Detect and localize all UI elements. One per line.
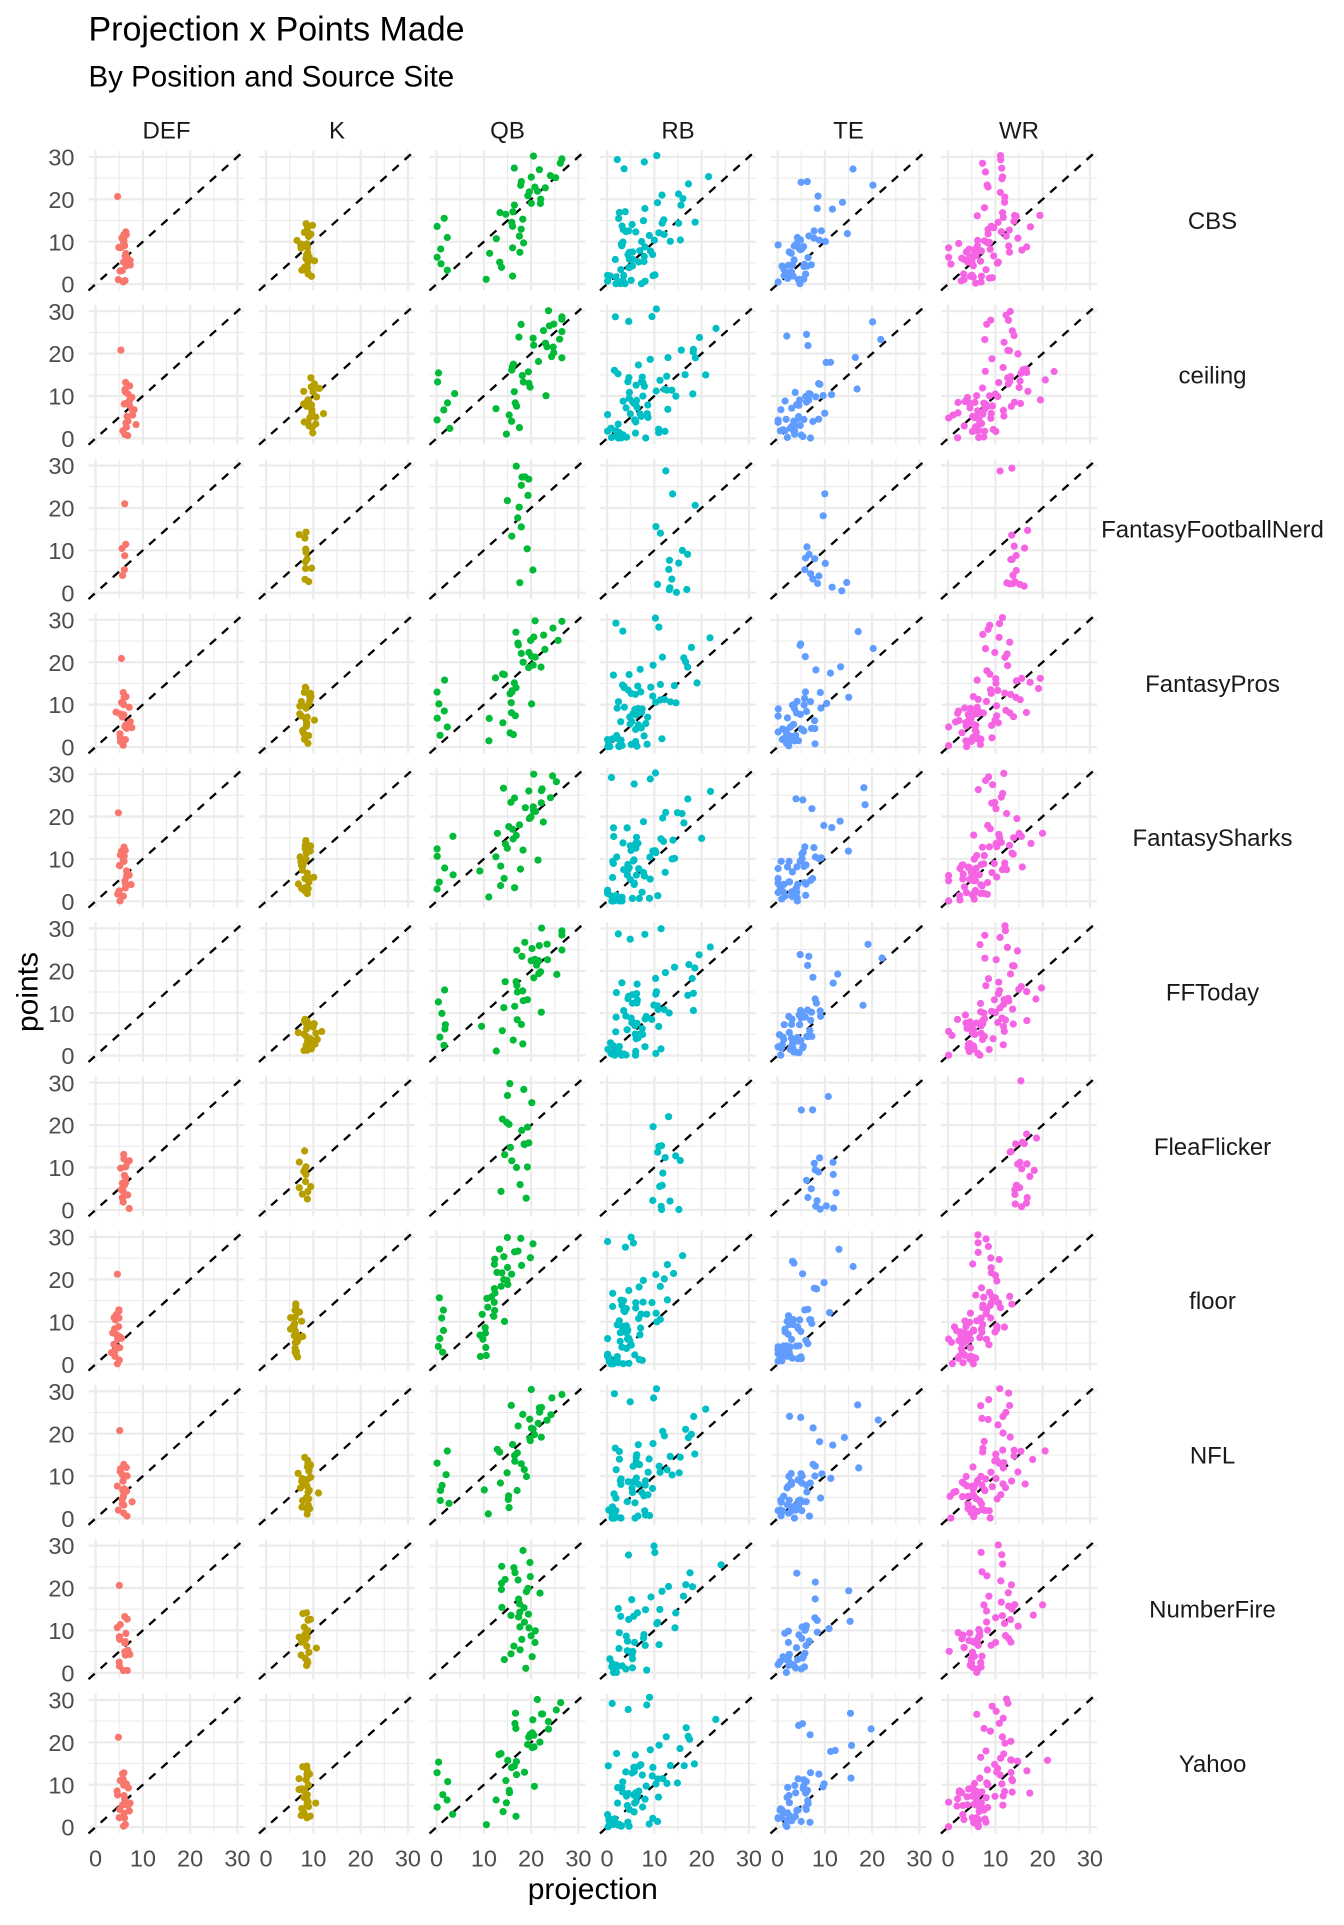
svg-text:30: 30 — [48, 1379, 74, 1405]
svg-text:10: 10 — [48, 1309, 74, 1335]
svg-text:0: 0 — [260, 1846, 273, 1872]
svg-text:QB: QB — [490, 118, 525, 145]
svg-text:0: 0 — [61, 1815, 74, 1841]
svg-text:FFToday: FFToday — [1166, 980, 1259, 1007]
svg-text:20: 20 — [48, 1421, 74, 1447]
svg-text:10: 10 — [471, 1846, 497, 1872]
svg-text:30: 30 — [565, 1846, 591, 1872]
svg-text:20: 20 — [48, 187, 74, 213]
svg-text:20: 20 — [48, 1113, 74, 1139]
svg-text:0: 0 — [601, 1846, 614, 1872]
svg-text:0: 0 — [61, 426, 74, 452]
svg-text:0: 0 — [430, 1846, 443, 1872]
svg-text:30: 30 — [48, 1225, 74, 1251]
svg-text:FantasyPros: FantasyPros — [1145, 671, 1280, 698]
svg-text:20: 20 — [48, 1576, 74, 1602]
svg-text:20: 20 — [1030, 1846, 1056, 1872]
svg-text:30: 30 — [48, 762, 74, 788]
svg-text:10: 10 — [48, 1155, 74, 1181]
svg-text:10: 10 — [48, 692, 74, 718]
svg-text:K: K — [329, 118, 345, 145]
svg-text:30: 30 — [48, 299, 74, 325]
svg-text:FleaFlicker: FleaFlicker — [1154, 1134, 1271, 1161]
svg-text:10: 10 — [48, 384, 74, 410]
svg-text:30: 30 — [48, 453, 74, 479]
svg-text:DEF: DEF — [143, 118, 191, 145]
svg-text:30: 30 — [906, 1846, 932, 1872]
svg-text:0: 0 — [771, 1846, 784, 1872]
svg-text:20: 20 — [48, 804, 74, 830]
svg-text:10: 10 — [812, 1846, 838, 1872]
svg-text:NumberFire: NumberFire — [1149, 1597, 1276, 1624]
svg-text:20: 20 — [518, 1846, 544, 1872]
svg-text:30: 30 — [224, 1846, 250, 1872]
svg-text:10: 10 — [300, 1846, 326, 1872]
svg-text:0: 0 — [61, 1352, 74, 1378]
svg-text:floor: floor — [1189, 1288, 1236, 1315]
svg-text:10: 10 — [48, 847, 74, 873]
svg-text:20: 20 — [48, 958, 74, 984]
svg-text:30: 30 — [395, 1846, 421, 1872]
svg-text:10: 10 — [48, 1001, 74, 1027]
svg-text:CBS: CBS — [1188, 208, 1237, 235]
svg-text:20: 20 — [48, 1730, 74, 1756]
svg-text:0: 0 — [61, 580, 74, 606]
svg-text:points: points — [12, 952, 45, 1032]
svg-text:0: 0 — [61, 1506, 74, 1532]
svg-text:ceiling: ceiling — [1178, 362, 1246, 389]
svg-text:30: 30 — [48, 607, 74, 633]
svg-text:10: 10 — [130, 1846, 156, 1872]
svg-text:30: 30 — [48, 145, 74, 171]
svg-text:10: 10 — [48, 1618, 74, 1644]
svg-text:FantasyFootballNerd: FantasyFootballNerd — [1101, 517, 1324, 544]
svg-text:0: 0 — [61, 735, 74, 761]
svg-text:30: 30 — [736, 1846, 762, 1872]
svg-text:10: 10 — [48, 538, 74, 564]
svg-text:RB: RB — [661, 118, 694, 145]
svg-text:NFL: NFL — [1190, 1442, 1235, 1469]
svg-text:projection: projection — [528, 1873, 658, 1906]
svg-text:FantasySharks: FantasySharks — [1132, 825, 1292, 852]
svg-text:0: 0 — [61, 1198, 74, 1224]
svg-text:20: 20 — [348, 1846, 374, 1872]
svg-text:30: 30 — [48, 1533, 74, 1559]
svg-text:20: 20 — [689, 1846, 715, 1872]
svg-text:30: 30 — [1077, 1846, 1103, 1872]
svg-text:10: 10 — [48, 1772, 74, 1798]
svg-text:10: 10 — [48, 1464, 74, 1490]
svg-text:WR: WR — [999, 118, 1039, 145]
svg-text:30: 30 — [48, 1688, 74, 1714]
svg-text:0: 0 — [61, 272, 74, 298]
svg-text:30: 30 — [48, 916, 74, 942]
svg-text:30: 30 — [48, 1070, 74, 1096]
svg-text:20: 20 — [48, 1267, 74, 1293]
svg-text:0: 0 — [61, 889, 74, 915]
svg-text:0: 0 — [942, 1846, 955, 1872]
svg-text:20: 20 — [48, 341, 74, 367]
svg-text:0: 0 — [61, 1660, 74, 1686]
svg-text:Yahoo: Yahoo — [1179, 1751, 1247, 1778]
svg-text:20: 20 — [48, 496, 74, 522]
svg-text:20: 20 — [177, 1846, 203, 1872]
svg-text:By Position and Source Site: By Position and Source Site — [89, 61, 455, 94]
svg-text:10: 10 — [982, 1846, 1008, 1872]
svg-text:0: 0 — [61, 1043, 74, 1069]
svg-text:20: 20 — [48, 650, 74, 676]
svg-text:0: 0 — [89, 1846, 102, 1872]
svg-text:10: 10 — [641, 1846, 667, 1872]
svg-text:10: 10 — [48, 229, 74, 255]
svg-text:Projection x Points Made: Projection x Points Made — [89, 11, 465, 49]
svg-text:20: 20 — [859, 1846, 885, 1872]
svg-text:TE: TE — [833, 118, 864, 145]
